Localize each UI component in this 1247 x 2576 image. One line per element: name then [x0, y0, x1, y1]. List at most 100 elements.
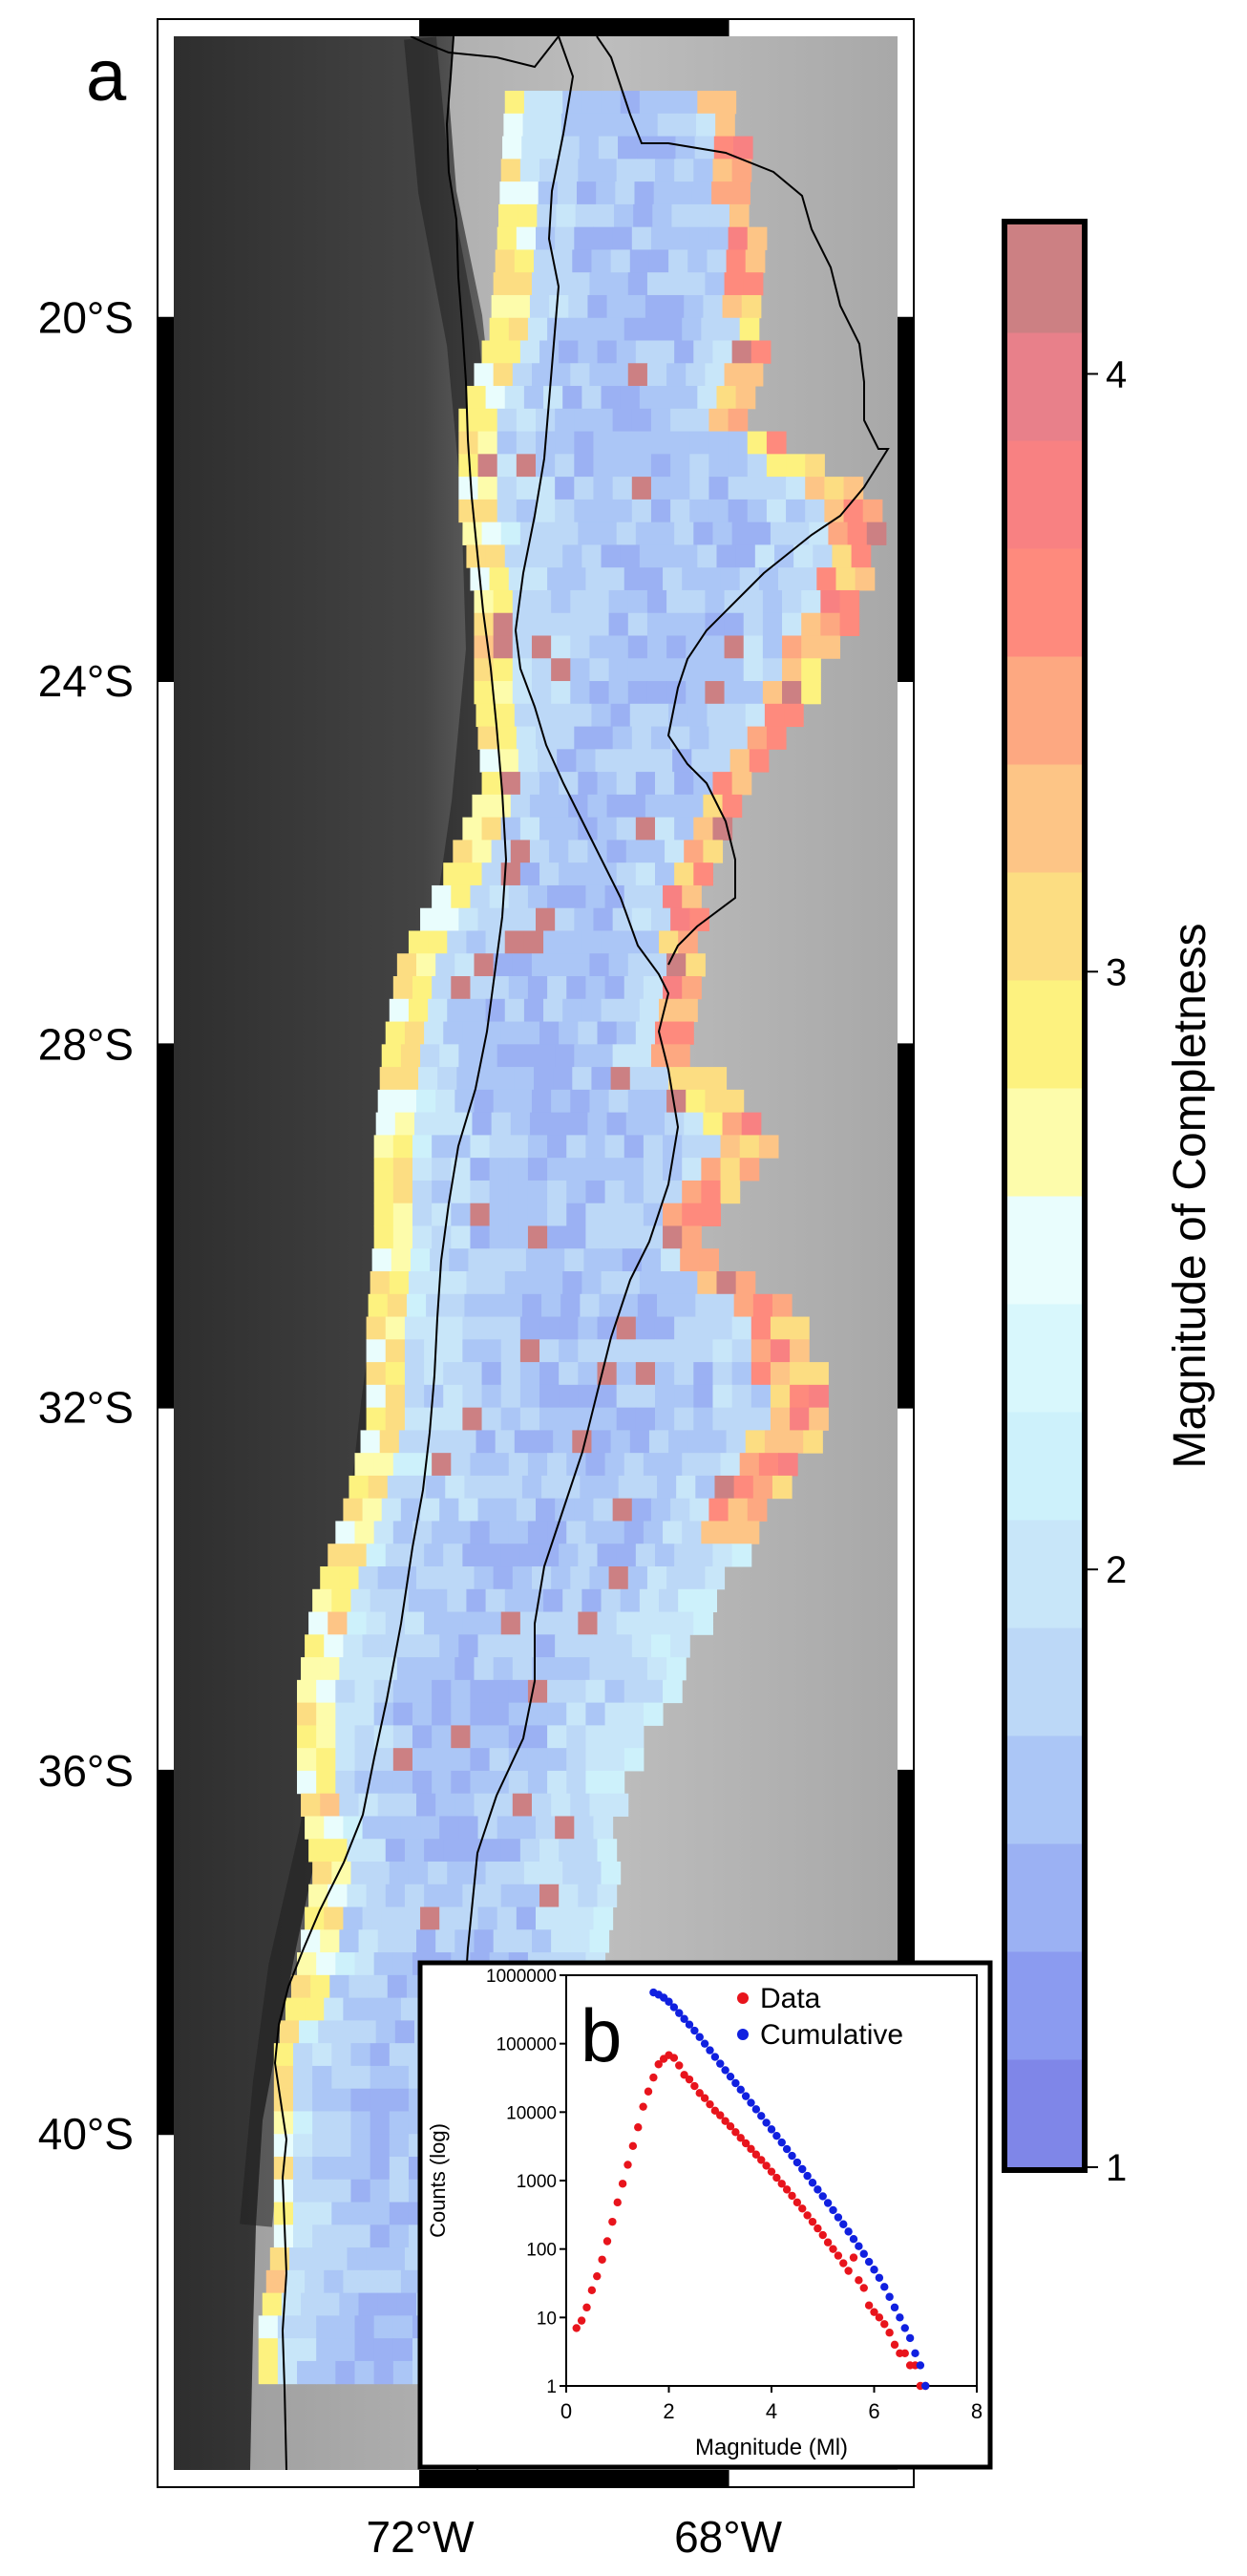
mc-cell [643, 1453, 664, 1477]
mc-cell [551, 1657, 571, 1681]
mc-cell [616, 1384, 637, 1409]
mc-cell [693, 159, 713, 182]
mc-cell [305, 1997, 325, 2021]
mc-cell [745, 1430, 766, 1454]
mc-cell [536, 1498, 556, 1522]
mc-cell [516, 1906, 537, 1930]
mc-cell [635, 1611, 656, 1635]
fmd-point [767, 2125, 776, 2134]
mc-cell [500, 159, 521, 182]
mc-cell [370, 1588, 391, 1613]
mc-cell [585, 1521, 606, 1544]
mc-cell [585, 884, 606, 909]
mc-cell [416, 1566, 436, 1590]
mc-cell [316, 1748, 336, 1772]
mc-cell [420, 1498, 440, 1522]
mc-cell [493, 953, 514, 977]
mc-cell [682, 317, 702, 341]
mc-cell [566, 1702, 586, 1726]
mc-cell [643, 1702, 664, 1726]
mc-cell [631, 477, 652, 500]
mc-cell [493, 658, 514, 682]
fmd-point [864, 2257, 874, 2267]
mc-cell [451, 884, 471, 909]
mc-cell [559, 159, 579, 182]
mc-cell [377, 1929, 398, 1953]
mc-cell [666, 272, 687, 296]
mc-cell [362, 1498, 383, 1522]
mc-cell [639, 544, 660, 568]
mc-cell [370, 2043, 391, 2067]
mc-cell [633, 749, 654, 773]
mc-cell [527, 1725, 548, 1749]
fmd-point [782, 2144, 792, 2154]
mc-cell [572, 703, 592, 728]
mc-cell [646, 612, 667, 636]
mc-cell [536, 408, 556, 433]
mc-cell [316, 1952, 336, 1976]
mc-cell [766, 499, 787, 523]
mc-cell [358, 1657, 379, 1681]
mc-cell [597, 1884, 618, 1908]
mc-cell [624, 1158, 645, 1182]
mc-cell [612, 1634, 633, 1658]
mc-cell [316, 2315, 336, 2339]
mc-cell [589, 953, 610, 977]
fmd-point [823, 2238, 833, 2246]
mc-cell [519, 1884, 540, 1908]
fmd-point [639, 2102, 647, 2111]
mc-cell [396, 2292, 417, 2316]
mc-cell [843, 477, 864, 500]
mc-cell [479, 749, 500, 773]
mc-cell [670, 408, 690, 433]
mc-cell [474, 681, 495, 705]
mc-cell [439, 1498, 459, 1522]
mc-cell [724, 1089, 745, 1114]
frame-bar-left [158, 1044, 174, 1408]
mc-cell [375, 2020, 396, 2044]
mc-cell [581, 386, 602, 410]
mc-cell [686, 658, 706, 682]
mc-cell [328, 2247, 348, 2271]
mc-cell [616, 522, 637, 545]
mc-cell [715, 113, 735, 138]
mc-cell [418, 1067, 438, 1091]
mc-cell [682, 976, 702, 1000]
mc-cell [412, 1748, 433, 1772]
mc-cell [747, 1498, 768, 1522]
mc-cell [643, 1521, 664, 1544]
mc-cell [678, 544, 698, 568]
mc-cell [743, 589, 764, 614]
mc-cell [504, 1862, 525, 1885]
mc-cell [629, 1067, 650, 1091]
mc-cell [699, 1248, 720, 1272]
mc-cell [400, 1634, 421, 1658]
mc-cell [587, 794, 608, 819]
inset-y-tick-label: 10000 [506, 2103, 557, 2123]
fmd-point [885, 2292, 894, 2301]
mc-cell [843, 499, 864, 523]
mc-cell [297, 1748, 317, 1772]
mc-cell [562, 1862, 582, 1885]
mc-cell [689, 431, 709, 455]
mc-cell [297, 1679, 317, 1704]
mc-cell [350, 2202, 371, 2225]
mc-cell [521, 1475, 542, 1500]
mc-cell [523, 544, 544, 568]
mc-cell [350, 2111, 371, 2135]
mc-cell [497, 499, 518, 523]
mc-cell [527, 1203, 548, 1226]
mc-cell [615, 181, 635, 205]
mc-cell [308, 1884, 328, 1908]
mc-cell [392, 1679, 413, 1704]
mc-cell [516, 1044, 537, 1068]
mc-cell [720, 317, 741, 341]
mc-cell [514, 1067, 535, 1091]
mc-cell [701, 567, 722, 591]
mc-cell [657, 1475, 677, 1500]
frame-bar-bottom [420, 2470, 729, 2487]
mc-cell [648, 249, 669, 273]
mc-cell [297, 1952, 317, 1976]
mc-cell [308, 1611, 328, 1635]
